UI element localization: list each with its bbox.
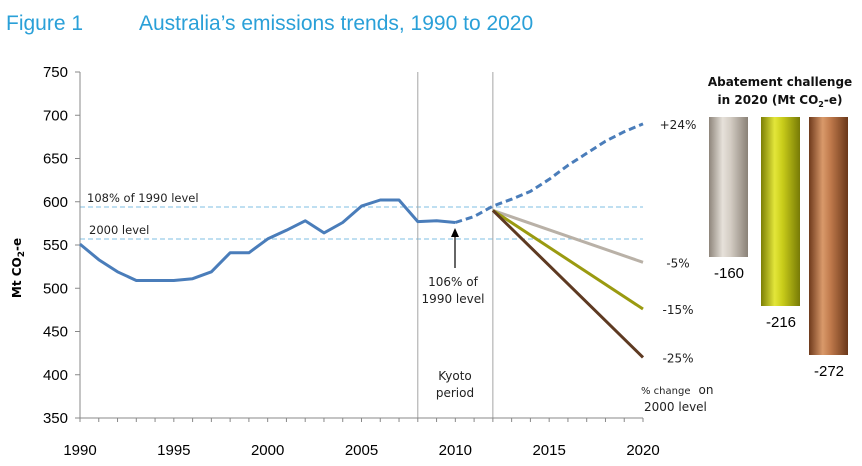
x-tick-label: 2000 [251,442,284,459]
abatement-bar-label: -216 [766,314,796,331]
abatement-bar [761,117,800,306]
change-note-on: on [698,383,713,397]
y-axis-title-tail: -e [10,238,24,251]
reference-line-label: 2000 level [89,223,149,237]
y-tick-label: 650 [43,151,68,168]
abatement-bar-label: -160 [714,265,744,282]
abatement-bars: -160 -216 -272 [709,117,848,380]
annotation-arrowhead [451,228,459,237]
y-tick-label: 500 [43,280,68,297]
change-note-line2: 2000 level [644,400,707,414]
y-axis-title-sub: 2 [17,251,27,257]
abatement-title-sub: 2 [818,100,824,109]
target-line [492,208,644,264]
y-axis-title: Mt CO2-e [10,238,27,298]
annotation-text-line2: 1990 level [422,292,485,306]
change-note-small: % change [641,386,690,397]
abatement-title-pre: in 2020 (Mt CO [718,93,819,107]
abatement-title-line2: in 2020 (Mt CO2-e) [718,93,843,109]
target-line [491,209,645,359]
x-tick-label: 1990 [63,442,96,459]
plot-axes: 350 400 450 500 550 600 650 700 750 1990 1995 2000 2… [43,64,660,459]
change-note-line1: % change on [641,383,713,397]
plot-series [79,122,645,359]
x-tick-label: 2010 [439,442,472,459]
figure-title: Australia’s emissions trends, 1990 to 20… [139,12,533,35]
y-tick-label: 400 [43,367,68,384]
projection-line [454,122,644,224]
y-tick-label: 350 [43,410,68,427]
abatement-bar [809,117,848,355]
y-tick-label: 750 [43,64,68,81]
plot-grid [80,72,643,418]
abatement-bar-label: -272 [814,363,844,380]
y-axis-title-main: Mt CO [10,257,24,298]
kyoto-label-line1: Kyoto [438,369,472,383]
abatement-title-post: -e) [824,93,843,107]
x-tick-label: 2015 [532,442,565,459]
historical-emissions-line [79,198,456,282]
abatement-bar [709,117,748,257]
y-tick-label: 450 [43,324,68,341]
end-change-label: -5% [666,256,689,270]
target-line [492,209,644,311]
y-tick-label: 600 [43,194,68,211]
annotation-text-line1: 106% of [428,275,478,289]
x-tick-label: 2020 [626,442,659,459]
x-tick-label: 2005 [345,442,378,459]
y-tick-label: 700 [43,107,68,124]
y-tick-label: 550 [43,237,68,254]
x-tick-label: 1995 [157,442,190,459]
figure-label: Figure 1 [6,12,83,35]
reference-line-label: 108% of 1990 level [87,191,199,205]
kyoto-label-line2: period [436,386,474,400]
end-change-label: -25% [662,351,693,365]
end-change-label: +24% [660,118,697,132]
abatement-title-line1: Abatement challenge [708,75,852,89]
plot-annotations: 108% of 1990 level 2000 level +24% -5% -15% -… [87,118,696,366]
end-change-label: -15% [662,303,693,317]
